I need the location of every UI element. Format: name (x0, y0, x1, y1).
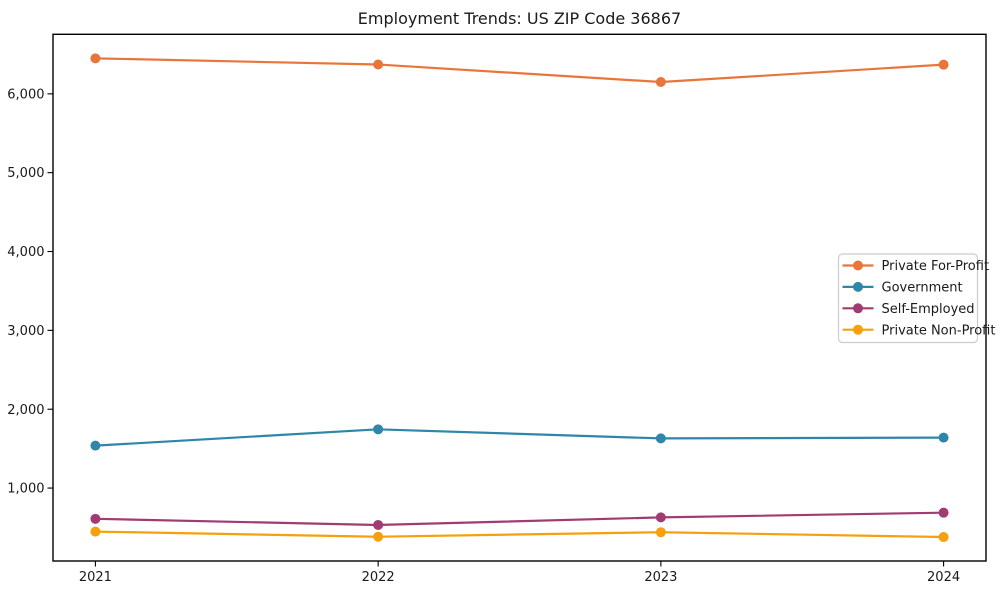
legend-box (837, 253, 979, 344)
legend-label: Government (882, 280, 963, 295)
y-tick-label: 5,000 (7, 166, 44, 181)
data-point-self-employed (938, 507, 949, 518)
legend-marker (853, 324, 863, 335)
series-self-employed (90, 507, 949, 530)
data-point-private-for-profit (938, 59, 949, 70)
data-point-private-for-profit (90, 53, 101, 64)
series-line-self-employed (94, 511, 945, 527)
x-tick-label: 2022 (362, 570, 395, 585)
x-tick-label: 2024 (927, 570, 960, 585)
chart-title: Employment Trends: US ZIP Code 36867 (357, 9, 682, 28)
data-point-self-employed (373, 519, 384, 530)
series-private-non-profit (90, 526, 949, 543)
data-point-self-employed (655, 512, 666, 523)
series-line-private-for-profit (94, 57, 945, 84)
legend-label: Private For-Profit (882, 259, 990, 274)
data-point-private-for-profit (373, 59, 384, 70)
data-point-private-non-profit (373, 531, 384, 542)
x-tick-label: 2023 (644, 570, 677, 585)
data-point-private-non-profit (655, 527, 666, 538)
y-tick-label: 4,000 (7, 245, 44, 260)
plot-frame (52, 33, 987, 562)
legend-marker (853, 281, 863, 292)
series-private-for-profit (90, 53, 949, 88)
y-tick-label: 1,000 (7, 482, 44, 497)
legend-marker (853, 260, 863, 271)
legend-marker (853, 303, 863, 314)
legend: Private For-Profit Government Self-Employe… (837, 253, 996, 344)
y-tick-label: 2,000 (7, 403, 44, 418)
legend-item-private-for-profit: Private For-Profit (842, 259, 990, 274)
data-point-government (655, 433, 666, 444)
data-point-government (90, 440, 101, 451)
data-point-private-non-profit (938, 532, 949, 543)
data-point-private-for-profit (655, 77, 666, 88)
legend-item-self-employed: Self-Employed (842, 302, 975, 317)
data-point-government (373, 424, 384, 435)
series-line-government (94, 428, 945, 447)
data-point-government (938, 432, 949, 443)
legend-label: Self-Employed (882, 302, 975, 317)
legend-label: Private Non-Profit (882, 323, 996, 338)
data-point-self-employed (90, 513, 101, 524)
legend-item-private-non-profit: Private Non-Profit (842, 323, 996, 338)
series-line-private-non-profit (94, 530, 945, 539)
series-government (90, 424, 949, 451)
y-tick-label: 6,000 (7, 87, 44, 102)
y-tick-label: 3,000 (7, 324, 44, 339)
legend-item-government: Government (842, 280, 963, 295)
data-point-private-non-profit (90, 526, 101, 537)
x-tick-label: 2021 (79, 570, 112, 585)
